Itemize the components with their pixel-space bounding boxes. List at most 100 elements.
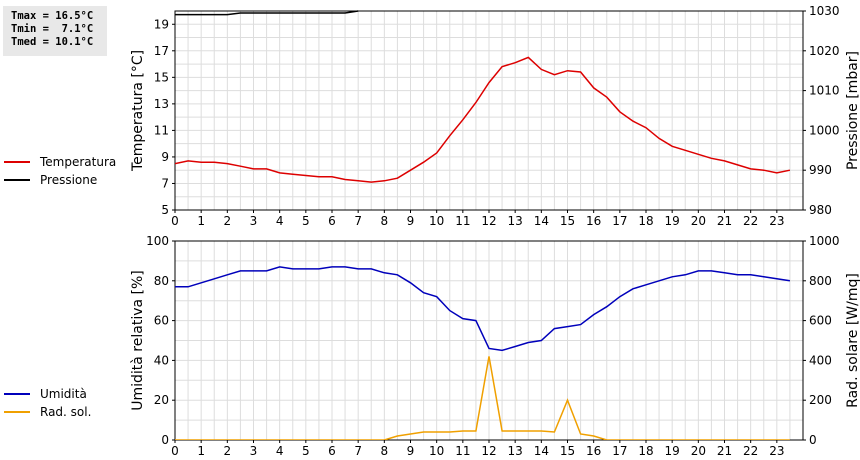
x-tick-label-hum: 18 (638, 444, 653, 458)
y2-tick-label-temp: 980 (809, 203, 832, 217)
x-tick-label-temp: 23 (769, 214, 784, 228)
legend-swatch-pressione (4, 179, 30, 181)
y-tick-label-hum: 0 (161, 433, 169, 447)
tmed-label: Tmed = 10.1°C (11, 36, 94, 48)
x-tick-label-hum: 7 (354, 444, 362, 458)
legend-label-pressione: Pressione (40, 173, 98, 187)
y-tick-label-hum: 40 (154, 353, 169, 367)
y2-tick-label-hum: 600 (809, 314, 832, 328)
legend-label-temperatura: Temperatura (40, 155, 117, 169)
x-tick-label-hum: 10 (429, 444, 444, 458)
x-tick-label-hum: 17 (612, 444, 627, 458)
x-tick-label-temp: 14 (534, 214, 549, 228)
x-tick-label-hum: 8 (381, 444, 389, 458)
legend-top: Temperatura Pressione (4, 153, 116, 189)
x-tick-label-hum: 9 (407, 444, 415, 458)
x-tick-label-hum: 13 (508, 444, 523, 458)
y2-tick-label-temp: 990 (809, 163, 832, 177)
x-tick-label-hum: 21 (717, 444, 732, 458)
y-axis-label-hum: Umidità relativa [%] (130, 270, 146, 411)
x-tick-label-temp: 22 (743, 214, 758, 228)
x-tick-label-temp: 3 (250, 214, 258, 228)
y-tick-label-hum: 80 (154, 274, 169, 288)
x-tick-label-temp: 11 (455, 214, 470, 228)
x-tick-label-temp: 16 (586, 214, 601, 228)
tmin-label: Tmin = 7.1°C (11, 23, 94, 35)
x-tick-label-temp: 0 (171, 214, 179, 228)
y-tick-label-temp: 13 (154, 97, 169, 111)
x-tick-label-hum: 16 (586, 444, 601, 458)
y-tick-label-temp: 15 (154, 70, 169, 84)
series-line-umidit (175, 266, 791, 352)
x-tick-label-temp: 21 (717, 214, 732, 228)
series-line-rad-sol (175, 356, 790, 440)
tmax-label: Tmax = 16.5°C (11, 10, 94, 22)
x-tick-label-hum: 19 (665, 444, 680, 458)
y2-tick-label-temp: 1000 (809, 123, 840, 137)
legend-item-pressione: Pressione (4, 171, 116, 189)
x-tick-label-temp: 13 (508, 214, 523, 228)
y-tick-label-hum: 20 (154, 393, 169, 407)
x-tick-label-temp: 1 (197, 214, 205, 228)
x-tick-label-temp: 12 (481, 214, 496, 228)
x-tick-label-hum: 6 (328, 444, 336, 458)
y2-axis-label-hum: Rad. solare [W/mq] (845, 273, 860, 408)
x-tick-label-temp: 2 (224, 214, 232, 228)
legend-swatch-umidita (4, 393, 30, 395)
x-tick-label-hum: 3 (250, 444, 258, 458)
y2-tick-label-hum: 1000 (809, 234, 840, 248)
y-tick-label-temp: 5 (161, 203, 169, 217)
legend-swatch-rad-sol (4, 411, 30, 413)
x-tick-label-temp: 19 (665, 214, 680, 228)
x-tick-label-temp: 9 (407, 214, 415, 228)
x-tick-label-hum: 15 (560, 444, 575, 458)
legend-swatch-temperatura (4, 161, 30, 163)
x-tick-label-hum: 2 (224, 444, 232, 458)
x-tick-label-temp: 4 (276, 214, 284, 228)
y2-axis-label-temp: Pressione [mbar] (845, 51, 860, 170)
x-tick-label-hum: 1 (197, 444, 205, 458)
legend-label-umidita: Umidità (40, 387, 87, 401)
x-tick-label-temp: 18 (638, 214, 653, 228)
y2-tick-label-hum: 400 (809, 353, 832, 367)
x-tick-label-hum: 5 (302, 444, 310, 458)
y2-tick-label-temp: 1010 (809, 84, 840, 98)
x-tick-label-temp: 5 (302, 214, 310, 228)
x-tick-label-temp: 7 (354, 214, 362, 228)
y-tick-label-temp: 17 (154, 44, 169, 58)
x-tick-label-hum: 12 (481, 444, 496, 458)
y-tick-label-temp: 9 (161, 150, 169, 164)
x-tick-label-hum: 0 (171, 444, 179, 458)
legend-item-temperatura: Temperatura (4, 153, 116, 171)
y2-tick-label-hum: 800 (809, 274, 832, 288)
y-tick-label-hum: 100 (146, 234, 169, 248)
x-tick-label-hum: 22 (743, 444, 758, 458)
x-tick-label-hum: 20 (691, 444, 706, 458)
y-tick-label-temp: 7 (161, 176, 169, 190)
legend-item-umidita: Umidità (4, 385, 91, 403)
legend-item-rad-sol: Rad. sol. (4, 403, 91, 421)
y2-tick-label-temp: 1020 (809, 44, 840, 58)
y2-tick-label-hum: 200 (809, 393, 832, 407)
legend-label-rad-sol: Rad. sol. (40, 405, 92, 419)
y-axis-label-temp: Temperatura [°C] (130, 50, 146, 172)
x-tick-label-temp: 8 (381, 214, 389, 228)
x-tick-label-temp: 10 (429, 214, 444, 228)
y-tick-label-temp: 19 (154, 17, 169, 31)
x-tick-label-temp: 6 (328, 214, 336, 228)
legend-bottom: Umidità Rad. sol. (4, 385, 91, 421)
stats-box: Tmax = 16.5°C Tmin = 7.1°C Tmed = 10.1°C (3, 6, 107, 56)
x-tick-label-hum: 11 (455, 444, 470, 458)
series-line-pressione (175, 10, 359, 16)
x-tick-label-temp: 17 (612, 214, 627, 228)
y-tick-label-hum: 60 (154, 314, 169, 328)
y-tick-label-temp: 11 (154, 123, 169, 137)
x-tick-label-hum: 23 (769, 444, 784, 458)
y2-tick-label-hum: 0 (809, 433, 817, 447)
x-tick-label-temp: 20 (691, 214, 706, 228)
series-line-temperatura (175, 56, 791, 183)
x-tick-label-hum: 14 (534, 444, 549, 458)
y2-tick-label-temp: 1030 (809, 4, 840, 18)
x-tick-label-hum: 4 (276, 444, 284, 458)
